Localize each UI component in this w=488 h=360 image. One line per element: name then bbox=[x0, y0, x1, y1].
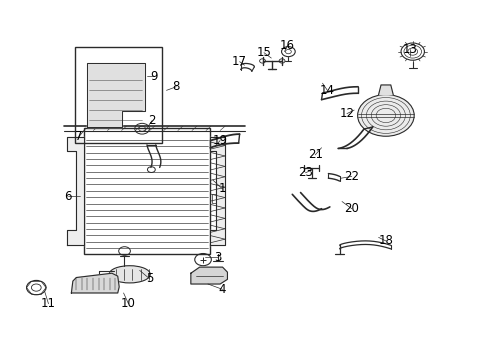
Text: 9: 9 bbox=[150, 69, 158, 82]
Bar bbox=[75, 47, 161, 143]
Text: 23: 23 bbox=[297, 166, 312, 179]
Polygon shape bbox=[71, 273, 119, 293]
Text: 7: 7 bbox=[75, 130, 82, 144]
Text: 4: 4 bbox=[218, 283, 226, 296]
Text: 11: 11 bbox=[41, 297, 56, 310]
Text: 12: 12 bbox=[339, 107, 354, 120]
Text: 22: 22 bbox=[344, 170, 359, 183]
Polygon shape bbox=[190, 267, 227, 284]
Polygon shape bbox=[66, 137, 83, 244]
Text: 19: 19 bbox=[212, 134, 227, 147]
Text: 14: 14 bbox=[319, 84, 334, 97]
Text: 5: 5 bbox=[145, 272, 153, 285]
Text: 15: 15 bbox=[256, 46, 271, 59]
Text: 2: 2 bbox=[148, 114, 155, 127]
Bar bbox=[83, 128, 210, 253]
Text: 13: 13 bbox=[402, 42, 417, 55]
Text: 6: 6 bbox=[64, 190, 72, 203]
Text: 8: 8 bbox=[172, 80, 180, 93]
Circle shape bbox=[357, 95, 413, 136]
Ellipse shape bbox=[109, 266, 150, 283]
Polygon shape bbox=[210, 137, 224, 244]
Text: 1: 1 bbox=[218, 183, 226, 195]
Text: 10: 10 bbox=[121, 297, 136, 310]
Text: 21: 21 bbox=[307, 148, 322, 161]
Polygon shape bbox=[87, 63, 144, 127]
Polygon shape bbox=[378, 85, 392, 95]
Text: 16: 16 bbox=[279, 39, 294, 52]
Bar bbox=[211, 194, 215, 203]
Text: 18: 18 bbox=[378, 234, 392, 247]
Text: 3: 3 bbox=[214, 251, 221, 264]
Text: 17: 17 bbox=[232, 55, 246, 68]
Text: 20: 20 bbox=[344, 202, 359, 215]
